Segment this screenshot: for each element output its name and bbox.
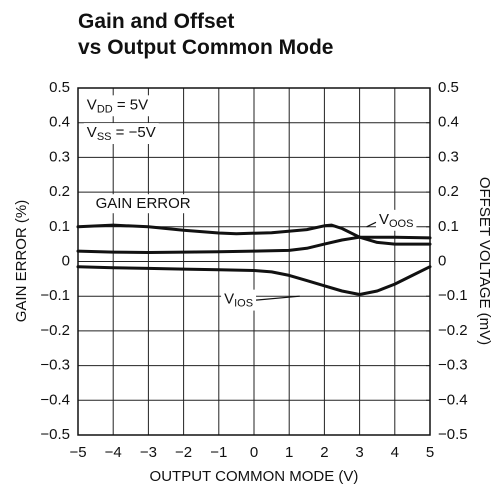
chart-title: vs Output Common Mode [78,36,334,59]
y-tick-label: −0.4 [40,391,70,408]
y2-tick-label: −0.2 [438,322,468,339]
y2-tick-label: 0.5 [438,79,459,96]
text-part: V [87,96,97,113]
series-label: VOOS [375,209,417,231]
label-background [83,123,159,145]
x-tick-label: 4 [391,444,399,461]
y2-tick-label: 0.1 [438,218,459,235]
y2-tick-label: 0.4 [438,114,459,131]
text-part: V [379,211,389,228]
text-part: V [87,124,97,141]
series-label-text: VIOS [224,291,253,310]
subscript: IOS [234,298,253,310]
annotation-text: VDD = 5V [87,96,148,115]
y2-tick-label: −0.1 [438,287,468,304]
y-tick-label: 0 [62,252,70,269]
x-tick-label: 2 [320,444,328,461]
x-tick-label: −1 [210,444,227,461]
annotation: VSS = −5V [83,123,159,145]
y-tick-label: 0.1 [49,218,70,235]
annotation-text: VSS = −5V [87,124,156,143]
x-tick-label: −3 [140,444,157,461]
x-tick-label: 1 [285,444,293,461]
y2-tick-label: −0.5 [438,426,468,443]
x-tick-label: −4 [105,444,122,461]
y-tick-label: 0.3 [49,148,70,165]
text-part: = −5V [112,124,156,141]
y-tick-label: 0.5 [49,79,70,96]
x-axis-label: OUTPUT COMMON MODE (V) [150,468,359,485]
series-label-text: GAIN ERROR [96,195,191,212]
y2-tick-label: −0.4 [438,391,468,408]
y2-tick-label: −0.3 [438,357,468,374]
x-tick-label: 0 [250,444,258,461]
y2-axis-label: OFFSET VOLTAGE (mV) [476,177,493,345]
y-tick-label: 0.2 [49,183,70,200]
label-background [92,194,194,214]
series-label: VIOS [221,289,257,311]
subscript: DD [97,103,113,115]
x-tick-label: −2 [175,444,192,461]
x-tick-label: 5 [426,444,434,461]
text-part: V [224,291,234,308]
y-tick-label: −0.3 [40,357,70,374]
series-label-text: VOOS [379,211,413,230]
y-tick-label: −0.1 [40,287,70,304]
label-background [221,289,257,311]
leader-line [255,295,300,301]
y-axis-label: GAIN ERROR (%) [13,200,30,323]
series-line [76,235,432,254]
series-label: GAIN ERROR [92,194,194,214]
chart-title: Gain and Offset [78,10,234,33]
subscript: OOS [389,218,413,230]
y2-tick-label: 0 [438,252,446,269]
y-tick-label: −0.5 [40,426,70,443]
series-line [76,223,432,246]
label-background [83,95,152,117]
subscript: SS [97,131,112,143]
annotation: VDD = 5V [83,95,152,117]
text-part: GAIN ERROR [96,195,191,212]
label-background [375,209,417,231]
x-tick-label: 3 [355,444,363,461]
y-tick-label: −0.2 [40,322,70,339]
text-part: = 5V [113,96,148,113]
x-tick-label: −5 [69,444,86,461]
y2-tick-label: 0.2 [438,183,459,200]
y-tick-label: 0.4 [49,114,70,131]
y2-tick-label: 0.3 [438,148,459,165]
leader-line [366,221,377,228]
series-line [76,265,432,296]
plot-frame [77,87,431,436]
